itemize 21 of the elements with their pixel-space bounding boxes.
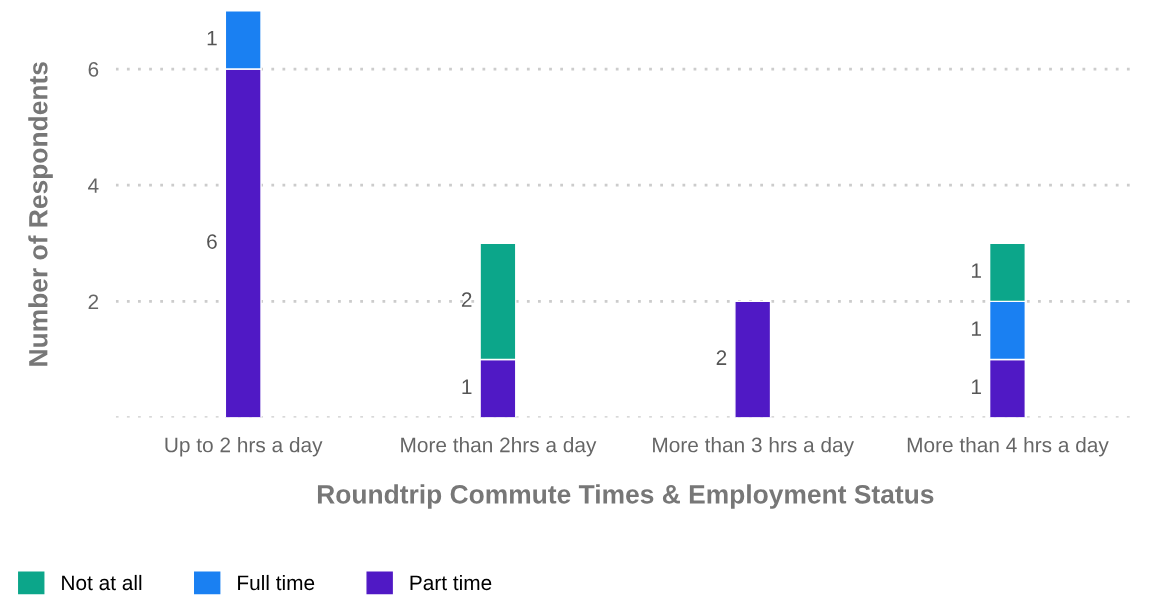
data-label: 1 [207,31,217,46]
x-tick-label: More than 3 hrs a day [653,437,854,457]
x-tick-label: More than 2hrs a day [401,437,597,457]
data-label: 1 [462,379,472,394]
data-label: 6 [207,234,217,249]
y-tick-label: 4 [88,178,99,193]
data-label: 1 [971,263,981,278]
y-tick-label: 2 [88,294,99,309]
legend-label: Not at all [62,574,142,591]
legend-label: Full time [238,574,315,591]
legend-label: Part time [410,574,492,591]
x-tick-label: Up to 2 hrs a day [165,437,323,457]
bar [734,300,772,418]
data-label: 1 [971,379,981,394]
y-axis-title: Number of Respondents [28,62,53,366]
x-axis-title: Roundtrip Commute Times & Employment Status [317,484,934,509]
x-tick-label: More than 4 hrs a day [907,437,1109,457]
data-label: 1 [971,321,981,336]
data-label: 2 [716,350,727,365]
data-label: 2 [461,292,472,307]
y-tick-label: 6 [88,62,99,77]
